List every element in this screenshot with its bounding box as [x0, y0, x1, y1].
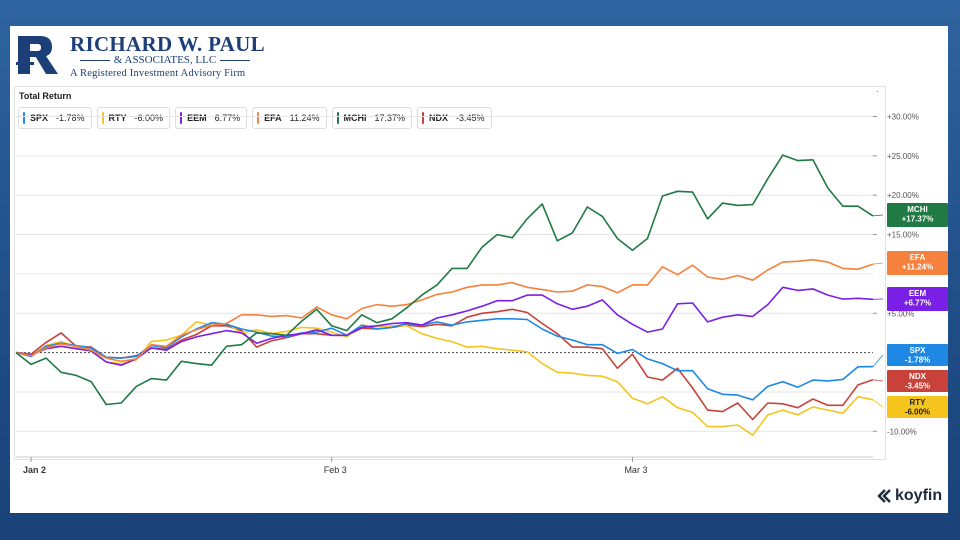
legend-item-spx[interactable]: SPX -1.78% [18, 107, 92, 129]
end-tag-eem [887, 287, 948, 311]
koyfin-mark-icon [877, 489, 891, 503]
y-tick-label: +5.00% [887, 309, 914, 318]
firm-subtitle: & ASSOCIATES, LLC [70, 54, 260, 66]
x-tick-label: Mar 3 [624, 465, 647, 475]
chart-title: Total Return [19, 91, 72, 101]
legend-ticker: RTY [108, 113, 127, 123]
end-tag-value: -3.45% [905, 382, 930, 391]
y-tick-label: -10.00% [887, 427, 917, 436]
series-line-eem [15, 286, 874, 366]
series-line-efa [15, 258, 874, 363]
y-tick-label: +25.00% [887, 152, 919, 161]
legend-swatch [336, 112, 339, 124]
chart-panel [14, 86, 886, 460]
legend-value: 17.37% [374, 113, 406, 123]
end-tag-efa [887, 251, 948, 275]
end-tag-connector [872, 214, 884, 217]
legend-swatch [422, 112, 425, 124]
end-tag-ticker: RTY [910, 398, 927, 407]
y-tick-label: +20.00% [887, 191, 919, 200]
end-tag-connector [872, 262, 884, 265]
legend-value: 11.24% [289, 113, 320, 123]
series-line-rty [15, 321, 874, 436]
legend-value: -6.00% [134, 113, 164, 123]
series-line-ndx [15, 308, 874, 421]
end-tag-value: +11.24% [902, 263, 933, 272]
legend-item-mchi[interactable]: MCHI 17.37% [331, 107, 413, 129]
y-tick-label: +15.00% [887, 231, 919, 240]
firm-name: RICHARD W. PAUL [70, 32, 265, 56]
legend-swatch [180, 112, 183, 124]
legend: SPX -1.78% RTY -6.00% EEM 6.77% EFA 11.24% M… [18, 107, 492, 129]
legend-item-efa[interactable]: EFA 11.24% [252, 107, 327, 129]
end-tag-ticker: MCHI [907, 205, 927, 214]
legend-ticker: MCHI [343, 113, 367, 123]
koyfin-logo: koyfin [876, 487, 942, 505]
end-tag-ticker: SPX [909, 346, 926, 355]
end-tag-value: +6.77% [904, 299, 931, 308]
end-tag-rty [887, 396, 948, 418]
legend-value: -3.45% [456, 113, 485, 123]
end-tag-spx [887, 344, 948, 366]
legend-item-rty[interactable]: RTY -6.00% [96, 107, 171, 129]
x-tick-label: Feb 3 [324, 465, 347, 475]
end-tag-value: +17.37% [902, 215, 934, 224]
legend-value: -1.78% [56, 113, 85, 123]
end-tag-connector [872, 379, 884, 382]
legend-swatch [101, 112, 104, 124]
end-tag-connector [872, 399, 884, 408]
koyfin-wordmark: koyfin [895, 487, 943, 504]
end-tag-mchi [887, 203, 948, 227]
y-tick-label: +30.00% [887, 113, 919, 122]
legend-ticker: EFA [264, 113, 282, 123]
legend-ticker: SPX [30, 113, 49, 123]
legend-ticker: NDX [429, 113, 449, 123]
firm-tagline: A Registered Investment Advisory Firm [70, 68, 246, 79]
rp-monogram-icon [14, 32, 60, 78]
end-tag-ticker: NDX [909, 372, 927, 381]
legend-swatch [23, 112, 25, 124]
firm-logo: RICHARD W. PAUL & ASSOCIATES, LLC A Regi… [14, 32, 265, 82]
end-tag-connector [872, 354, 884, 367]
end-tag-ticker: EEM [909, 289, 927, 298]
series-line-spx [15, 318, 874, 401]
end-tag-value: -6.00% [905, 408, 930, 417]
end-tag-ticker: EFA [910, 253, 926, 262]
end-tag-value: -1.78% [905, 356, 930, 365]
legend-item-ndx[interactable]: NDX -3.45% [417, 107, 492, 129]
legend-swatch [257, 112, 260, 124]
legend-ticker: EEM [187, 113, 207, 123]
series-line-mchi [15, 154, 874, 406]
chart-menu-dot[interactable]: · [876, 86, 879, 96]
end-tag-ndx [887, 370, 948, 392]
x-tick-label: Jan 2 [23, 465, 46, 475]
legend-value: 6.77% [214, 113, 241, 123]
legend-item-eem[interactable]: EEM 6.77% [175, 107, 248, 129]
